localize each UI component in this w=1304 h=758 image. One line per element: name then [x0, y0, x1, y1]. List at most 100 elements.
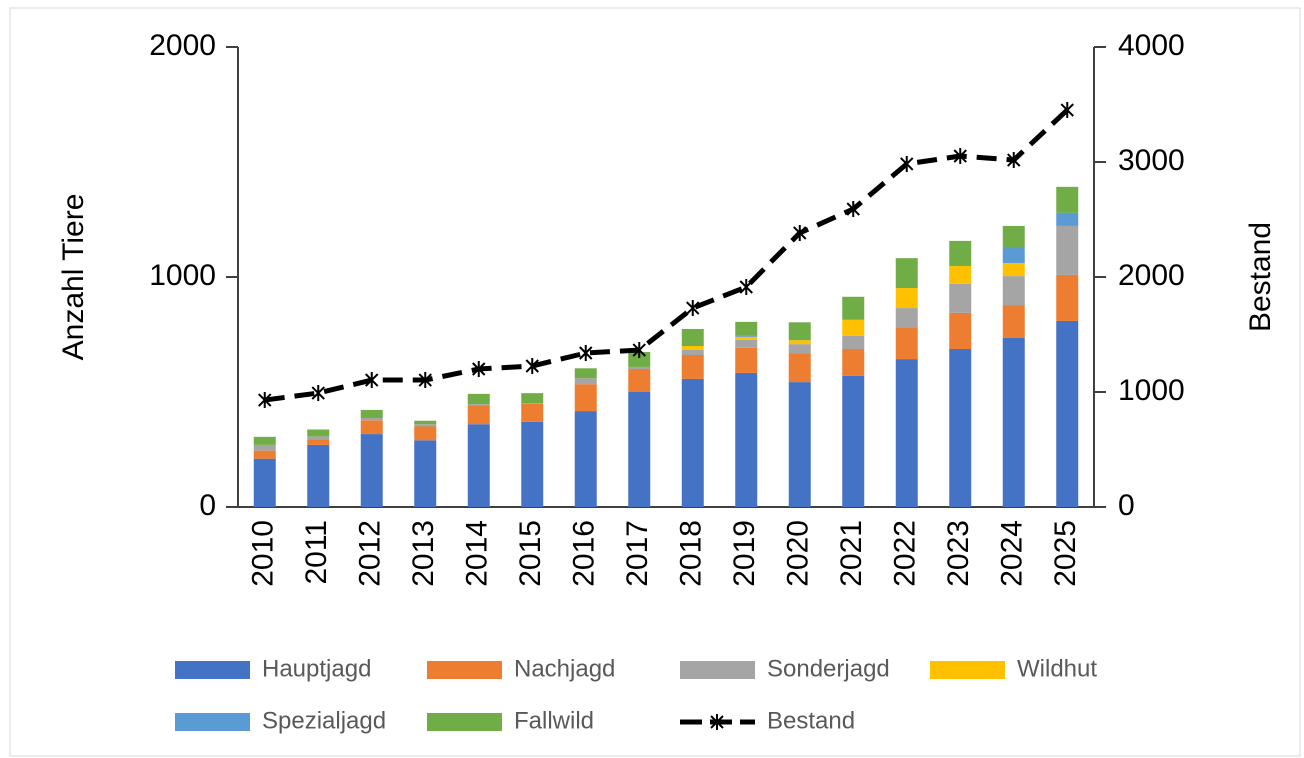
bar-segment	[735, 335, 758, 337]
x-tick-label: 2021	[835, 520, 868, 587]
bar-segment	[253, 444, 276, 451]
bar-segment	[788, 322, 811, 341]
bar-segment	[628, 369, 651, 392]
x-tick-label: 2011	[300, 520, 333, 585]
y-tick-label: 0	[199, 489, 216, 522]
x-tick-label: 2019	[728, 520, 761, 587]
marker	[1007, 152, 1021, 169]
bar-segment	[521, 421, 544, 507]
marker	[418, 372, 432, 389]
bar-segment	[842, 319, 865, 336]
x-tick-label: 2022	[889, 520, 922, 587]
bar-segment	[788, 353, 811, 383]
marker	[1060, 102, 1074, 119]
marker	[739, 279, 753, 296]
bar-segment	[574, 378, 597, 385]
legend-label: Hauptjagd	[262, 655, 371, 682]
bar-segment	[1056, 274, 1079, 321]
line	[264, 108, 1069, 403]
bar-segment	[521, 403, 544, 404]
bar-segment	[735, 372, 758, 507]
marker	[365, 372, 379, 389]
x-tick-label: 2024	[996, 520, 1029, 587]
bar-segment	[681, 354, 704, 379]
chart-frame	[9, 7, 1301, 757]
bar-segment	[735, 321, 758, 336]
bar-segment	[1002, 276, 1025, 306]
marker	[311, 385, 325, 402]
marker	[632, 342, 646, 359]
bar-segment	[360, 420, 383, 435]
y2-tick-label: 0	[1118, 489, 1135, 522]
bar-segment	[521, 403, 544, 422]
bar-segment	[788, 382, 811, 507]
bar-segment	[895, 359, 918, 507]
x-tick-label: 2023	[942, 520, 975, 587]
bar-segment	[681, 349, 704, 355]
bar-segment	[574, 411, 597, 507]
bar-segment	[253, 458, 276, 507]
bar-segment	[895, 327, 918, 360]
marker	[472, 361, 486, 377]
y2-tick-label: 2000	[1118, 259, 1185, 292]
bar-segment	[949, 312, 972, 349]
bar-segment	[414, 424, 437, 427]
bar-segment	[414, 420, 437, 425]
marker	[953, 148, 967, 165]
bar-segment	[521, 393, 544, 404]
legend-marker	[710, 714, 724, 730]
bar-segment	[1002, 262, 1025, 277]
x-tick-label: 2020	[782, 520, 815, 587]
bar-segment	[1002, 225, 1025, 249]
bar-segment	[360, 409, 383, 418]
bar-segment	[949, 265, 972, 284]
bar-segment	[307, 429, 330, 437]
bar-segment	[1056, 212, 1079, 226]
bar-segment	[788, 344, 811, 354]
bar-segment	[467, 405, 490, 425]
bar-segment	[1002, 305, 1025, 338]
bar-segment	[895, 288, 918, 309]
bar-segment	[1056, 186, 1079, 213]
legend-swatch	[930, 661, 1005, 679]
bar-segment	[949, 348, 972, 507]
legend-swatch	[427, 661, 502, 679]
legend-label: Bestand	[767, 707, 855, 734]
y2-tick-label: 4000	[1118, 29, 1185, 62]
legend-label: Fallwild	[514, 707, 594, 734]
bar-segment	[1056, 225, 1079, 275]
y-tick-label: 2000	[149, 29, 216, 62]
legend-label: Wildhut	[1017, 655, 1097, 682]
bar-segment	[307, 444, 330, 507]
legend-swatch	[175, 713, 250, 731]
bar-segment	[842, 335, 865, 349]
legend-label: Nachjagd	[514, 655, 615, 682]
bar-segment	[842, 348, 865, 376]
legend-swatch	[427, 713, 502, 731]
y2-axis-title: Bestand	[1244, 222, 1277, 332]
bar-segment	[360, 417, 383, 421]
bar-segment	[574, 368, 597, 379]
bar-segment	[467, 393, 490, 405]
y-tick-label: 1000	[149, 259, 216, 292]
bar-segment	[253, 450, 276, 459]
bar-segment	[735, 336, 758, 340]
y2-tick-label: 1000	[1118, 374, 1185, 407]
bar-segment	[895, 308, 918, 328]
y2-tick-label: 3000	[1118, 144, 1185, 177]
marker	[846, 201, 860, 218]
bar-segment	[467, 424, 490, 507]
bar-segment	[842, 296, 865, 320]
marker	[900, 155, 914, 172]
bar-segment	[735, 347, 758, 373]
bar-segment	[1056, 320, 1079, 507]
marker	[793, 224, 807, 241]
bar-segment	[681, 328, 704, 346]
bar-segment	[307, 439, 330, 445]
y-axis-title: Anzahl Tiere	[57, 194, 90, 361]
bar-segment	[307, 436, 330, 440]
legend-label: Sonderjagd	[767, 655, 890, 682]
bar-segment	[628, 366, 651, 369]
bar-segment	[414, 426, 437, 441]
